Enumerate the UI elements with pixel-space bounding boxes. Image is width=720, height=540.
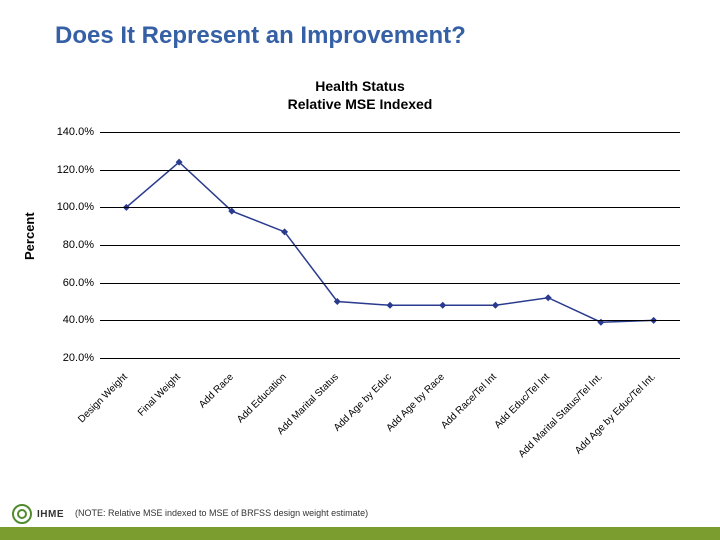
chart-plot-area: 140.0%120.0%100.0%80.0%60.0%40.0%20.0%De… <box>100 132 680 358</box>
footer-bar <box>0 527 720 540</box>
data-point-marker <box>545 294 552 301</box>
gridline <box>100 283 680 284</box>
y-tick-label: 100.0% <box>40 201 94 213</box>
data-point-marker <box>492 302 499 309</box>
logo-text: IHME <box>37 509 64 520</box>
x-tick-label: Add Race/Tel Int <box>440 372 500 432</box>
y-tick-label: 60.0% <box>40 277 94 289</box>
data-point-marker <box>439 302 446 309</box>
logo-icon <box>12 504 32 524</box>
y-tick-label: 20.0% <box>40 352 94 364</box>
x-tick-label: Add Education <box>235 372 289 426</box>
x-tick-label: Add Age by Race <box>384 372 446 434</box>
slide-title: Does It Represent an Improvement? <box>55 22 466 50</box>
data-point-marker <box>387 302 394 309</box>
x-tick-label: Add Educ/Tel Int <box>493 372 552 431</box>
gridline <box>100 358 680 359</box>
x-tick-label: Add Race <box>197 372 236 411</box>
footnote: (NOTE: Relative MSE indexed to MSE of BR… <box>75 508 368 518</box>
x-tick-label: Final Weight <box>136 372 183 419</box>
gridline <box>100 320 680 321</box>
y-tick-label: 80.0% <box>40 239 94 251</box>
gridline <box>100 245 680 246</box>
logo: IHME <box>12 504 64 524</box>
slide: Does It Represent an Improvement? Health… <box>0 0 720 540</box>
y-tick-label: 140.0% <box>40 126 94 138</box>
y-axis-label: Percent <box>22 212 37 260</box>
chart-title-line1: Health Status <box>315 78 404 94</box>
chart-title: Health Status Relative MSE Indexed <box>0 78 720 113</box>
x-tick-label: Design Weight <box>77 372 131 426</box>
chart-title-line2: Relative MSE Indexed <box>288 96 433 112</box>
gridline <box>100 207 680 208</box>
gridline <box>100 132 680 133</box>
series-line <box>126 162 653 322</box>
gridline <box>100 170 680 171</box>
y-tick-label: 120.0% <box>40 164 94 176</box>
y-tick-label: 40.0% <box>40 314 94 326</box>
